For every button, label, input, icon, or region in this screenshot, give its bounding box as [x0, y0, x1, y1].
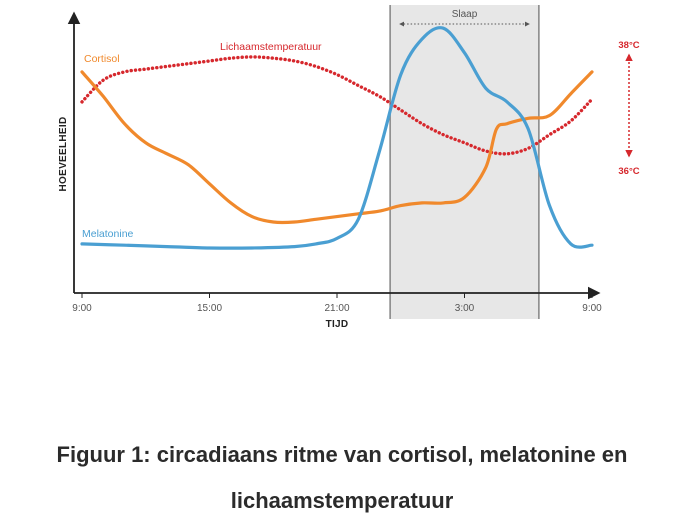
- x-tick-label: 9:00: [72, 303, 92, 314]
- y-axis-title: HOEVEELHEID: [58, 117, 69, 192]
- figure-caption: Figuur 1: circadiaans ritme van cortisol…: [0, 432, 684, 524]
- cortisol-line: [80, 70, 594, 225]
- series-label-cortisol: Cortisol: [84, 53, 120, 65]
- sleep-band: [390, 5, 539, 319]
- caption-line-2: lichaamstemperatuur: [230, 488, 454, 513]
- x-tick-label: 15:00: [197, 303, 222, 314]
- caption-line-1: Figuur 1: circadiaans ritme van cortisol…: [56, 442, 628, 467]
- lichaamstemperatuur-line: [80, 55, 594, 156]
- x-tick-label: 21:00: [324, 303, 349, 314]
- series-label-melatonine: Melatonine: [82, 228, 134, 240]
- x-tick-label: 9:00: [582, 303, 602, 314]
- series-label-lichaamstemperatuur: Lichaamstemperatuur: [220, 41, 322, 53]
- x-axis-title: TIJD: [326, 319, 349, 330]
- temperature-low-label: 36°C: [618, 166, 639, 177]
- circadian-rhythm-chart: Slaap 9:00 15:00 21:00 3:00 9:00 TIJD HOEVEE…: [58, 5, 640, 330]
- x-tick-label: 3:00: [455, 303, 475, 314]
- sleep-band-label: Slaap: [452, 9, 478, 20]
- temperature-high-label: 38°C: [618, 40, 639, 51]
- melatonine-line: [80, 26, 594, 250]
